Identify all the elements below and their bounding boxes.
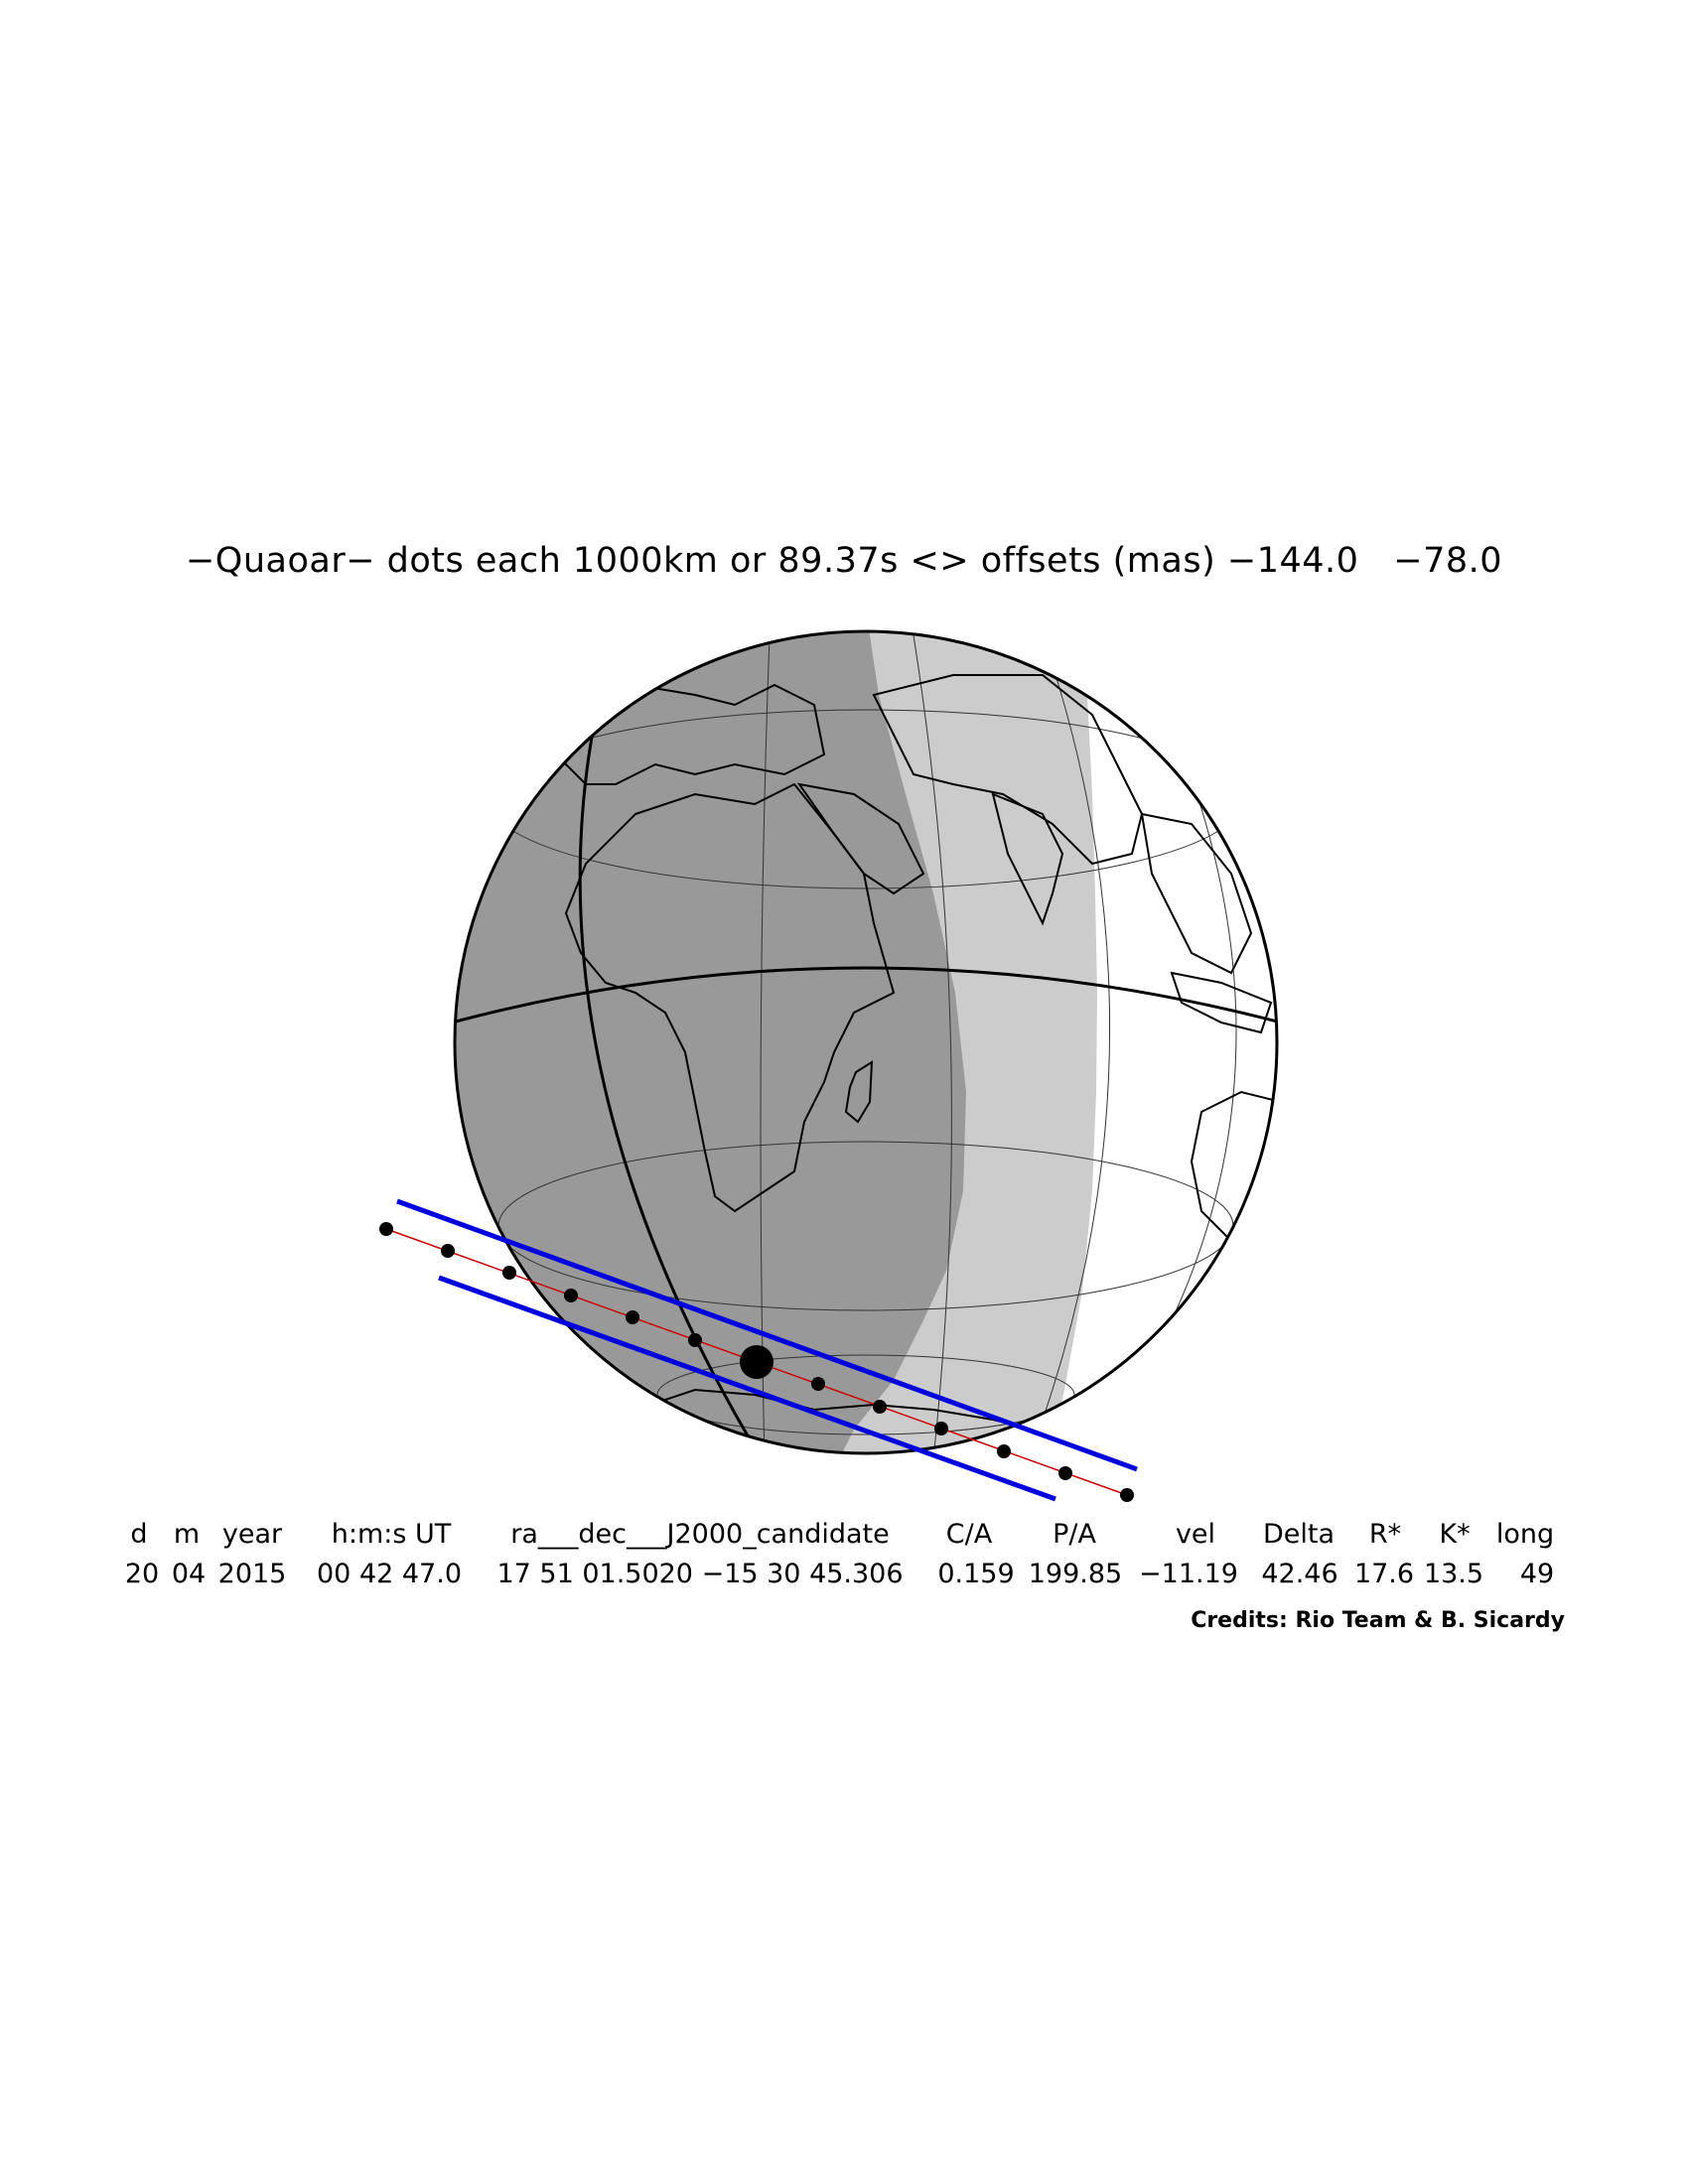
time-dot: [934, 1422, 948, 1435]
header-long: long: [1495, 1519, 1555, 1550]
header-m: m: [173, 1519, 201, 1550]
equator: [455, 966, 1277, 1024]
indonesia: [1170, 971, 1273, 1034]
path-north-limit: [396, 1198, 1138, 1472]
time-dots: [379, 1222, 1134, 1502]
header-delta: Delta: [1262, 1519, 1336, 1550]
path-south-limit: [438, 1275, 1056, 1502]
value-vel: −11.19: [1139, 1559, 1238, 1589]
header-d: d: [130, 1519, 148, 1550]
value-time: 00 42 47.0: [317, 1559, 462, 1589]
closest-approach-dot: [740, 1345, 774, 1379]
time-dot: [873, 1400, 887, 1414]
value-pa: 199.85: [1028, 1559, 1123, 1589]
table-value-row: 20 04 2015 00 42 47.0 17 51 01.5020 −15 …: [0, 1559, 1688, 1959]
time-dot: [1120, 1488, 1134, 1502]
madagascar: [844, 1060, 874, 1124]
header-kstar: K*: [1439, 1519, 1471, 1550]
antarctica: [634, 1388, 1055, 1453]
globe-limb: [453, 629, 1279, 1455]
header-ca: C/A: [945, 1519, 993, 1550]
value-kstar: 13.5: [1423, 1559, 1484, 1589]
time-dot: [379, 1222, 393, 1236]
header-rstar: R*: [1368, 1519, 1402, 1550]
table-header-row: d m year h:m:s UT ra___dec___J2000_candi…: [0, 1519, 1688, 1919]
credits: Credits: Rio Team & B. Sicardy: [1191, 1608, 1565, 1633]
continents: [554, 674, 1277, 1453]
value-year: 2015: [217, 1559, 287, 1589]
time-dot: [811, 1377, 825, 1391]
value-ca: 0.159: [937, 1559, 1015, 1589]
time-dot: [626, 1310, 639, 1324]
plot-title: −Quaoar− dots each 1000km or 89.37s <> o…: [185, 541, 1503, 581]
southeast-asia: [1140, 812, 1253, 975]
globe: [455, 631, 1277, 1453]
value-delta: 42.46: [1261, 1559, 1338, 1589]
value-radec: 17 51 01.5020 −15 30 45.306: [496, 1559, 904, 1589]
value-d: 20: [124, 1559, 160, 1589]
value-m: 04: [171, 1559, 207, 1589]
arabia: [796, 782, 925, 895]
header-time: h:m:s UT: [331, 1519, 452, 1550]
time-dot: [441, 1244, 455, 1258]
header-year: year: [221, 1519, 283, 1550]
value-rstar: 17.6: [1353, 1559, 1415, 1589]
header-pa: P/A: [1053, 1519, 1096, 1550]
india: [991, 792, 1064, 926]
header-radec: ra___dec___J2000_candidate: [510, 1519, 890, 1550]
time-dot: [688, 1333, 702, 1347]
value-long: 49: [1519, 1559, 1555, 1589]
time-dot: [1058, 1466, 1072, 1480]
asia: [872, 674, 1144, 866]
time-dot: [564, 1289, 578, 1302]
prime-meridian: [578, 714, 767, 1453]
time-dot: [997, 1444, 1011, 1458]
time-dot: [502, 1266, 516, 1280]
header-vel: vel: [1175, 1519, 1216, 1550]
